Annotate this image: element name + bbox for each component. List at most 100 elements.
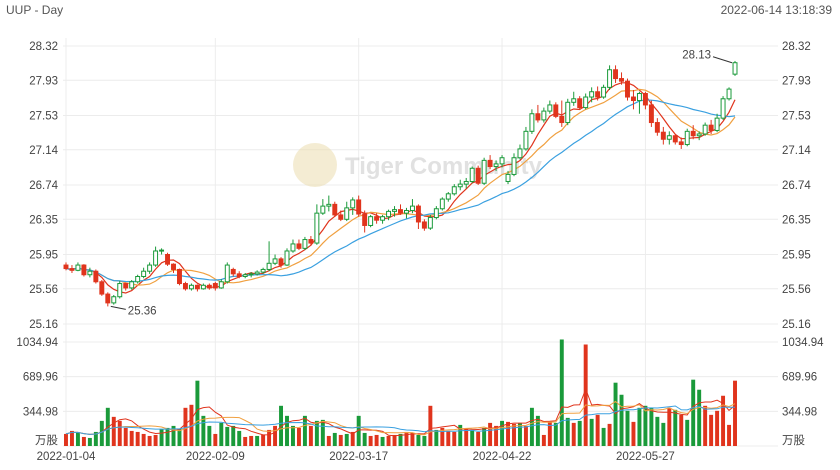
volume-bar xyxy=(213,433,218,446)
price-tick-label-left: 26.74 xyxy=(29,180,58,192)
candle-body xyxy=(111,296,117,304)
candle xyxy=(356,195,362,217)
candle-body xyxy=(75,264,81,271)
candle xyxy=(601,84,607,99)
candle xyxy=(153,246,159,267)
candle xyxy=(732,60,738,76)
candle-body xyxy=(720,98,726,119)
volume-bar xyxy=(458,424,463,446)
candle-body xyxy=(421,221,427,229)
volume-bar xyxy=(667,407,672,446)
volume-bar xyxy=(476,431,481,446)
volume-bar xyxy=(637,407,642,446)
candle-body xyxy=(284,250,290,266)
volume-bar xyxy=(308,425,313,446)
candle-body xyxy=(314,212,320,244)
candle-body xyxy=(601,86,607,98)
candle xyxy=(224,262,230,284)
volume-ma5-line xyxy=(65,387,736,437)
candle-body xyxy=(541,110,547,121)
candle-body xyxy=(619,78,624,82)
volume-bar xyxy=(583,344,588,446)
volume-bar xyxy=(129,430,134,446)
candle-body xyxy=(278,258,284,266)
candle-body xyxy=(236,273,242,277)
volume-bar xyxy=(99,420,104,446)
candle-body xyxy=(559,115,565,124)
candle-body xyxy=(589,91,595,98)
candle-body xyxy=(254,271,260,275)
candle xyxy=(278,257,284,268)
volume-bar xyxy=(500,420,505,446)
date-tick-label: 2022-02-09 xyxy=(186,451,245,463)
candle-body xyxy=(230,268,236,275)
candle-body xyxy=(356,199,362,215)
candle xyxy=(260,267,266,274)
candle xyxy=(463,177,469,189)
candle xyxy=(141,267,147,279)
volume-bar xyxy=(482,427,487,446)
volume-bar xyxy=(75,432,80,446)
volume-bar xyxy=(691,379,696,446)
candle-body xyxy=(493,163,499,168)
volume-bar xyxy=(326,435,331,446)
volume-bar xyxy=(386,435,391,446)
annotation-leader xyxy=(712,56,733,64)
candle xyxy=(541,107,547,123)
candle xyxy=(266,241,272,272)
candle xyxy=(147,262,153,274)
volume-bar xyxy=(685,419,690,446)
volume-bar xyxy=(374,434,379,446)
candle xyxy=(708,119,714,134)
candle xyxy=(99,280,105,296)
candle xyxy=(433,206,439,220)
volume-bar xyxy=(243,436,248,446)
candle xyxy=(583,93,589,110)
candle-body xyxy=(266,262,272,270)
volume-bar xyxy=(697,389,702,446)
candle xyxy=(296,239,302,251)
candle-body xyxy=(487,159,493,168)
candle xyxy=(595,86,601,101)
volume-bar xyxy=(64,433,68,446)
price-tick-label-right: 25.16 xyxy=(782,319,811,331)
candle xyxy=(105,292,111,307)
candle xyxy=(374,213,380,224)
candle-body xyxy=(511,157,517,175)
candle-body xyxy=(386,210,392,218)
candle-body xyxy=(182,283,188,290)
candle-body xyxy=(690,130,696,137)
candle-body xyxy=(481,159,487,184)
volume-bar xyxy=(404,431,409,446)
candle-body xyxy=(398,209,403,214)
price-tick-label-right: 25.95 xyxy=(782,250,811,262)
candle xyxy=(529,109,535,134)
volume-unit-label-left: 万股 xyxy=(35,434,58,447)
volume-bar xyxy=(117,420,122,446)
watermark: Tiger Community xyxy=(293,143,543,187)
candles xyxy=(63,60,738,307)
volume-bar xyxy=(655,416,660,446)
volume-bar xyxy=(398,433,403,446)
volume-bar xyxy=(529,407,534,446)
volume-bar xyxy=(434,429,439,446)
volume-bar xyxy=(285,415,289,446)
volume-bar xyxy=(721,395,726,446)
volume-bar xyxy=(225,426,230,446)
candle xyxy=(177,268,182,286)
candle-body xyxy=(338,214,344,220)
candle-body xyxy=(177,268,182,285)
volume-bar xyxy=(625,410,630,446)
candle xyxy=(511,153,517,177)
volume-bar xyxy=(440,427,445,446)
candle-body xyxy=(529,113,535,132)
volume-bar xyxy=(559,339,564,446)
volume-bar xyxy=(553,422,558,446)
candle-body xyxy=(290,243,296,252)
candle xyxy=(487,155,493,170)
candle-body xyxy=(595,91,601,98)
price-tick-label-right: 28.32 xyxy=(782,41,811,53)
candle-body xyxy=(350,199,356,209)
candle xyxy=(696,131,702,141)
candle xyxy=(308,236,314,246)
